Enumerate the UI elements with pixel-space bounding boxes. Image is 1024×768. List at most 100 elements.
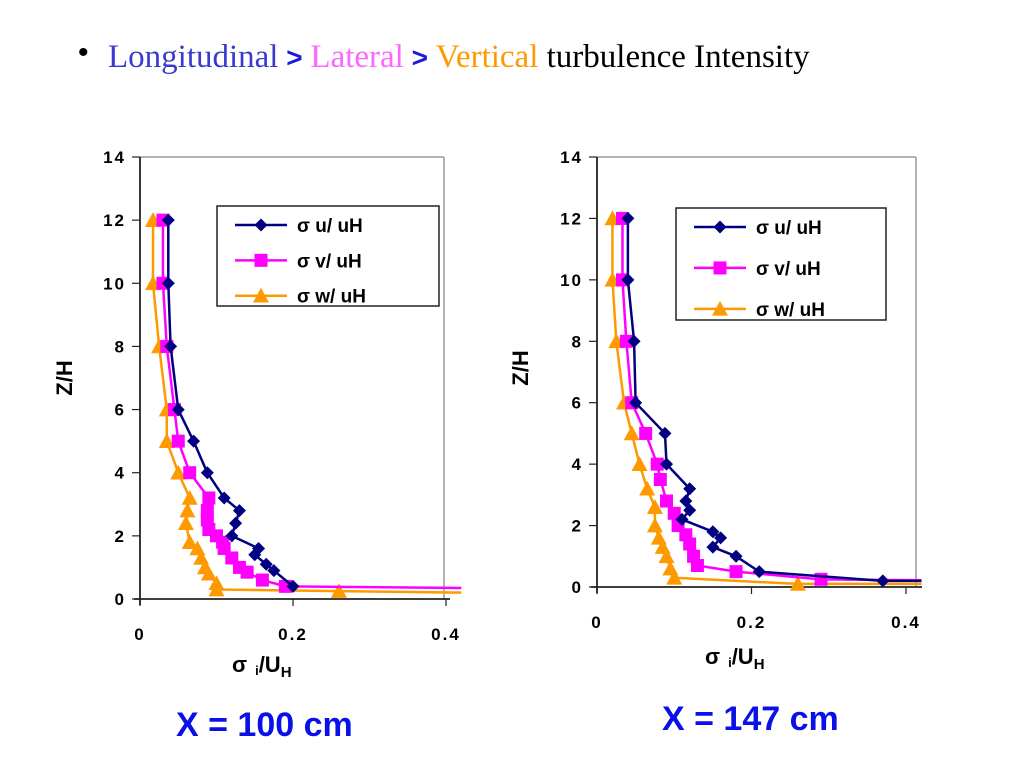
data-point-v: [650, 457, 664, 471]
x-tick-label: 0: [591, 613, 602, 632]
x-axis-title: σ i/UH: [705, 644, 765, 673]
data-point-w: [158, 433, 175, 448]
legend-item-u: σ u/ uH: [235, 216, 363, 237]
data-point-v: [639, 426, 653, 440]
y-tick-label: 8: [572, 332, 583, 351]
data-point-u: [259, 557, 273, 571]
x-axis-title-sigma: σ: [705, 644, 720, 669]
data-point-w: [639, 480, 656, 496]
data-point-v: [690, 559, 704, 572]
series-u: [621, 211, 922, 588]
data-point-u: [683, 503, 697, 517]
legend-label: σ w/ uH: [297, 287, 366, 308]
data-point-u: [683, 482, 697, 496]
y-tick-label: 2: [115, 527, 126, 546]
legend-item-u: σ u/ uH: [694, 218, 822, 239]
ticks-layer: 0 2 4 6 8 10 12 14 0 0.2 0.4: [103, 148, 461, 644]
data-point-u: [752, 565, 766, 579]
y-axis-title: Z/H: [52, 360, 77, 395]
y-tick-label: 6: [572, 394, 583, 413]
y-tick-label: 10: [560, 271, 583, 290]
y-tick-label: 14: [103, 148, 126, 167]
data-point-u: [200, 466, 214, 480]
data-point-u: [286, 579, 300, 593]
series-layer: [145, 212, 462, 598]
legend-item-w: σ w/ uH: [694, 300, 825, 321]
data-point-v: [183, 466, 197, 480]
x-axis-title-sub-i: i: [728, 655, 732, 670]
bullet-icon: •: [78, 36, 89, 69]
series-layer: [604, 210, 922, 591]
legend-item-w: σ w/ uH: [235, 287, 366, 308]
y-tick-label: 6: [115, 401, 126, 420]
data-point-u: [658, 426, 672, 440]
y-tick-label: 12: [103, 211, 126, 230]
y-tick-label: 14: [560, 148, 583, 167]
heading-part-gt-2: >: [403, 42, 436, 73]
x-axis-title-sub-H: H: [754, 656, 765, 673]
x-axis-title-sub-H: H: [281, 664, 292, 681]
data-point-v: [255, 573, 269, 587]
data-point-w: [200, 565, 217, 581]
data-point-v: [683, 537, 697, 551]
data-point-u: [161, 213, 175, 227]
x-tick-label: 0.4: [891, 613, 921, 632]
data-point-u: [706, 540, 720, 554]
chart-x147: 0 2 4 6 8 10 12 14 0 0.2 0.4 Z/H σ i/UH σ u/ uH σ v/…: [508, 148, 922, 738]
data-point-u: [729, 549, 743, 563]
legend: σ u/ uH σ v/ uH σ w/ uH: [675, 207, 887, 321]
plot-frame: [591, 156, 922, 593]
ticks-layer: 0 2 4 6 8 10 12 14 0 0.2 0.4: [560, 148, 921, 632]
data-point-w: [631, 456, 648, 471]
legend-marker-square-icon: [254, 253, 268, 267]
chart-caption: X = 147 cm: [662, 700, 839, 738]
plot-frame: [134, 156, 450, 605]
legend-marker-diamond-icon: [713, 220, 727, 234]
y-tick-label: 8: [115, 337, 126, 356]
heading-part-lateral: Lateral: [310, 39, 404, 75]
data-point-w: [646, 499, 663, 514]
x-tick-label: 0.2: [737, 613, 767, 632]
legend-item-v: σ v/ uH: [694, 259, 821, 280]
y-tick-label: 12: [560, 209, 583, 228]
legend-label: σ w/ uH: [756, 300, 825, 321]
data-point-u: [629, 396, 643, 410]
data-point-w: [179, 502, 196, 518]
heading-part-vertical: Vertical: [435, 39, 539, 75]
x-axis-title: σ i/UH: [232, 652, 292, 681]
data-point-w: [623, 425, 640, 441]
data-point-w: [658, 548, 675, 564]
y-axis-title: Z/H: [508, 350, 533, 385]
data-point-v: [653, 473, 667, 486]
series-u: [161, 213, 300, 593]
legend-label: σ v/ uH: [297, 251, 362, 272]
data-point-u: [229, 516, 243, 530]
data-point-v: [202, 491, 216, 505]
data-point-u: [164, 339, 178, 353]
data-point-u: [675, 512, 689, 526]
y-tick-label: 0: [115, 590, 126, 609]
legend-marker-square-icon: [713, 261, 727, 275]
heading-part-longitudinal: Longitudinal: [108, 39, 279, 75]
data-point-w: [181, 489, 198, 505]
data-point-u: [621, 211, 635, 225]
data-point-u: [171, 403, 185, 417]
data-point-u: [217, 491, 231, 505]
data-point-w: [789, 575, 806, 591]
data-point-u: [706, 525, 720, 539]
y-tick-label: 4: [115, 464, 126, 483]
data-point-u: [232, 504, 246, 518]
legend-label: σ u/ uH: [756, 218, 822, 239]
data-point-u: [252, 541, 266, 555]
data-point-u: [621, 273, 635, 287]
legend-marker-diamond-icon: [254, 218, 268, 232]
data-point-u: [267, 564, 281, 578]
data-point-u: [627, 334, 641, 348]
data-point-u: [714, 531, 728, 545]
y-tick-label: 4: [572, 455, 583, 474]
x-axis-title-U: /U: [259, 652, 281, 677]
x-axis-title-U: /U: [732, 644, 754, 669]
slide-heading: Longitudinal > Lateral > Vertical turbul…: [108, 34, 988, 81]
x-tick-label: 0.4: [431, 625, 461, 644]
